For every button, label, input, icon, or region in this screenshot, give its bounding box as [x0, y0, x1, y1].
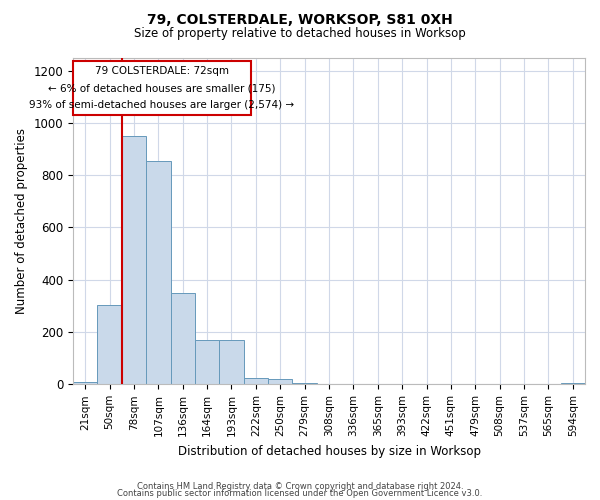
- Text: Size of property relative to detached houses in Worksop: Size of property relative to detached ho…: [134, 28, 466, 40]
- Bar: [292, 383, 317, 384]
- Bar: [195, 340, 220, 384]
- Bar: [122, 136, 146, 384]
- Text: 79 COLSTERDALE: 72sqm: 79 COLSTERDALE: 72sqm: [95, 66, 229, 76]
- X-axis label: Distribution of detached houses by size in Worksop: Distribution of detached houses by size …: [178, 444, 481, 458]
- Text: 79, COLSTERDALE, WORKSOP, S81 0XH: 79, COLSTERDALE, WORKSOP, S81 0XH: [147, 12, 453, 26]
- Bar: [73, 382, 97, 384]
- Text: 93% of semi-detached houses are larger (2,574) →: 93% of semi-detached houses are larger (…: [29, 100, 295, 110]
- Bar: [220, 340, 244, 384]
- Bar: [146, 161, 170, 384]
- Bar: [170, 293, 195, 384]
- Y-axis label: Number of detached properties: Number of detached properties: [15, 128, 28, 314]
- Text: Contains HM Land Registry data © Crown copyright and database right 2024.: Contains HM Land Registry data © Crown c…: [137, 482, 463, 491]
- Text: ← 6% of detached houses are smaller (175): ← 6% of detached houses are smaller (175…: [48, 83, 276, 93]
- Bar: [268, 379, 292, 384]
- Bar: [244, 378, 268, 384]
- Text: Contains public sector information licensed under the Open Government Licence v3: Contains public sector information licen…: [118, 488, 482, 498]
- Bar: [73, 62, 251, 115]
- Bar: [560, 383, 585, 384]
- Bar: [97, 304, 122, 384]
